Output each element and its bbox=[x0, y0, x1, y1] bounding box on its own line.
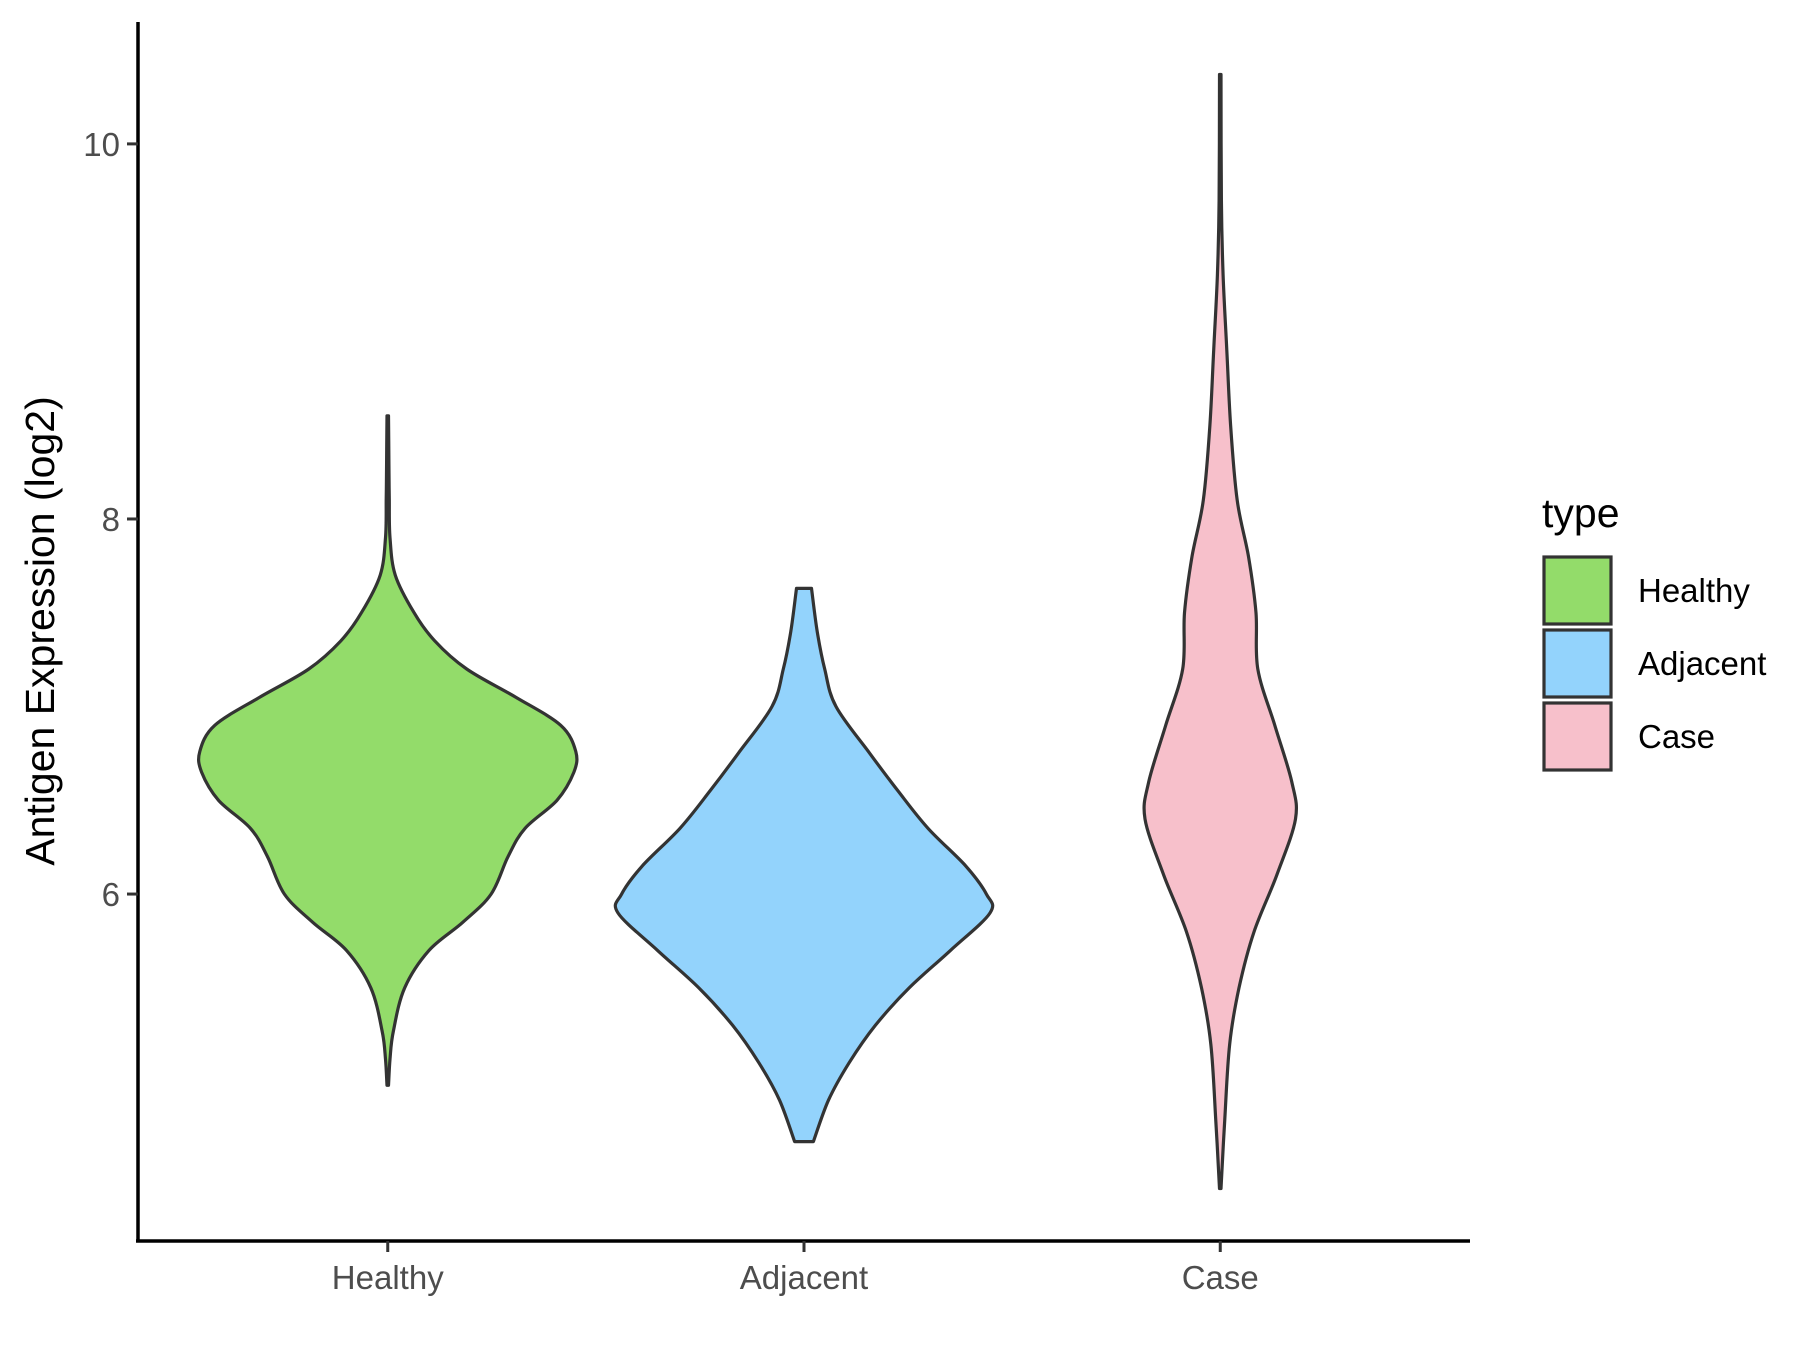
legend-key-case bbox=[1542, 701, 1613, 772]
x-tick-label: Adjacent bbox=[740, 1259, 868, 1296]
violin-case bbox=[1142, 72, 1299, 1191]
legend-label-case: Case bbox=[1638, 718, 1715, 755]
violin-adjacent bbox=[613, 586, 995, 1144]
legend-label-adjacent: Adjacent bbox=[1638, 645, 1766, 682]
y-tick-label: 8 bbox=[102, 501, 120, 538]
x-tick-label: Case bbox=[1182, 1259, 1259, 1296]
x-tick-label: Healthy bbox=[332, 1259, 444, 1296]
legend-key-healthy bbox=[1542, 555, 1613, 626]
legend-key-adjacent bbox=[1542, 628, 1613, 699]
violin-healthy bbox=[196, 414, 579, 1087]
y-axis-title: Antigen Expression (log2) bbox=[17, 396, 63, 865]
y-axis-ticks: 6 8 10 bbox=[83, 126, 138, 913]
plot-area: 6 8 10 Healthy Adjacent Case bbox=[83, 22, 1470, 1296]
violins bbox=[196, 72, 1299, 1191]
legend: type Healthy Adjacent Case bbox=[1542, 490, 1766, 772]
y-tick-label: 10 bbox=[83, 126, 120, 163]
legend-items: Healthy Adjacent Case bbox=[1542, 555, 1766, 772]
x-axis-ticks: Healthy Adjacent Case bbox=[332, 1241, 1259, 1296]
y-tick-label: 6 bbox=[102, 876, 120, 913]
legend-title: type bbox=[1542, 490, 1620, 536]
legend-label-healthy: Healthy bbox=[1638, 572, 1750, 609]
